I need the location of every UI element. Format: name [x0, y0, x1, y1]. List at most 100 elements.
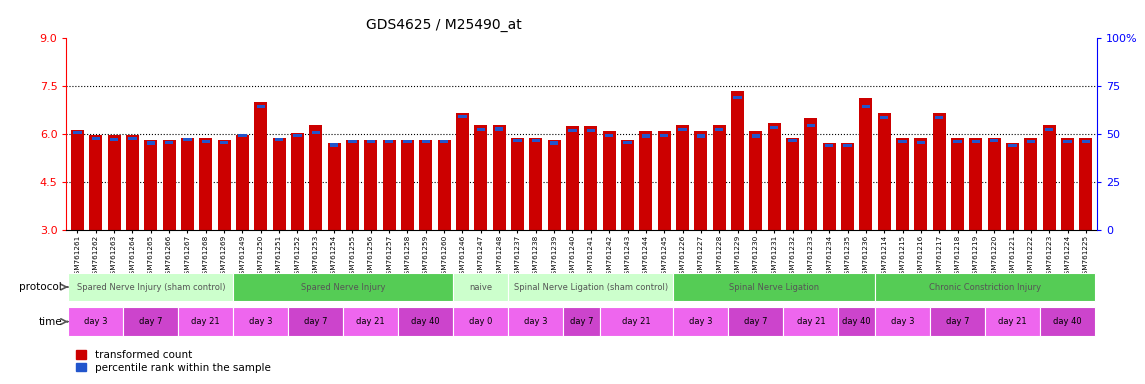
Text: day 3: day 3 [524, 317, 547, 326]
Bar [732, 91, 744, 230]
Bar [234, 307, 289, 336]
Bar [330, 143, 338, 147]
Bar [495, 127, 504, 131]
Bar [935, 116, 943, 119]
Bar [529, 137, 543, 230]
Bar [550, 141, 559, 145]
Bar [1064, 140, 1072, 143]
Bar [89, 135, 102, 230]
Bar [623, 141, 632, 144]
Text: day 7: day 7 [305, 317, 327, 326]
Bar [696, 134, 705, 137]
Bar [346, 140, 358, 230]
Bar [289, 307, 344, 336]
Bar [787, 137, 799, 230]
Bar [714, 128, 724, 131]
Bar [124, 307, 179, 336]
Text: Spinal Nerve Ligation: Spinal Nerve Ligation [729, 283, 820, 291]
Bar [458, 114, 467, 118]
Text: day 40: day 40 [411, 317, 440, 326]
Bar [568, 129, 577, 132]
Bar [69, 307, 124, 336]
Bar [273, 137, 285, 230]
Bar [199, 137, 212, 230]
Bar [641, 134, 650, 137]
Bar [421, 140, 431, 143]
Bar [293, 134, 301, 137]
Bar [110, 137, 118, 141]
Text: Spinal Nerve Ligation (sham control): Spinal Nerve Ligation (sham control) [514, 283, 668, 291]
Bar [1045, 128, 1053, 131]
Bar [71, 129, 84, 230]
Bar [917, 141, 925, 144]
Bar [985, 307, 1040, 336]
Bar [860, 98, 872, 230]
Bar [366, 140, 374, 143]
Bar [1080, 137, 1092, 230]
Bar [108, 135, 120, 230]
Text: day 40: day 40 [843, 317, 871, 326]
Bar [511, 137, 524, 230]
Bar [807, 124, 815, 127]
Bar [826, 144, 834, 147]
Bar [862, 105, 870, 108]
Bar [733, 96, 742, 99]
Bar [234, 273, 453, 301]
Bar [673, 307, 728, 336]
Bar [621, 140, 634, 230]
Bar [254, 103, 267, 230]
Text: Spared Nerve Injury (sham control): Spared Nerve Injury (sham control) [77, 283, 226, 291]
Bar [915, 137, 927, 230]
Bar [751, 134, 760, 137]
Bar [309, 125, 322, 230]
Bar [69, 273, 234, 301]
Bar [694, 131, 708, 230]
Bar [783, 307, 838, 336]
Bar [476, 128, 485, 131]
Bar [403, 140, 412, 143]
Bar [881, 116, 889, 119]
Bar [875, 307, 930, 336]
Bar [73, 131, 81, 134]
Bar [453, 273, 508, 301]
Bar [327, 143, 340, 230]
Bar [563, 307, 600, 336]
Bar [508, 307, 563, 336]
Bar [838, 307, 875, 336]
Bar [678, 128, 687, 131]
Bar [147, 141, 155, 145]
Bar [92, 137, 100, 140]
Bar [220, 141, 228, 144]
Bar [673, 273, 875, 301]
Bar [547, 140, 561, 230]
Bar [1009, 144, 1017, 147]
Bar [639, 131, 653, 230]
Text: time: time [38, 316, 62, 327]
Bar [165, 141, 173, 144]
Text: protocol: protocol [19, 282, 62, 292]
Text: Chronic Constriction Injury: Chronic Constriction Injury [929, 283, 1041, 291]
Bar [970, 137, 982, 230]
Bar [605, 134, 614, 137]
Text: day 3: day 3 [248, 317, 273, 326]
Bar [238, 134, 246, 137]
Bar [842, 143, 854, 230]
Bar [951, 137, 964, 230]
Bar [1006, 143, 1019, 230]
Text: day 7: day 7 [570, 317, 593, 326]
Bar [676, 126, 689, 230]
Text: day 0: day 0 [469, 317, 492, 326]
Bar [933, 113, 946, 230]
Bar [256, 105, 264, 108]
Bar [1061, 137, 1074, 230]
Bar [805, 118, 818, 230]
Bar [179, 307, 234, 336]
Bar [456, 113, 469, 230]
Bar [401, 140, 413, 230]
Bar [713, 125, 726, 230]
Text: day 21: day 21 [623, 317, 652, 326]
Bar [311, 131, 319, 134]
Text: day 3: day 3 [891, 317, 915, 326]
Bar [844, 144, 852, 147]
Legend: transformed count, percentile rank within the sample: transformed count, percentile rank withi… [72, 346, 275, 377]
